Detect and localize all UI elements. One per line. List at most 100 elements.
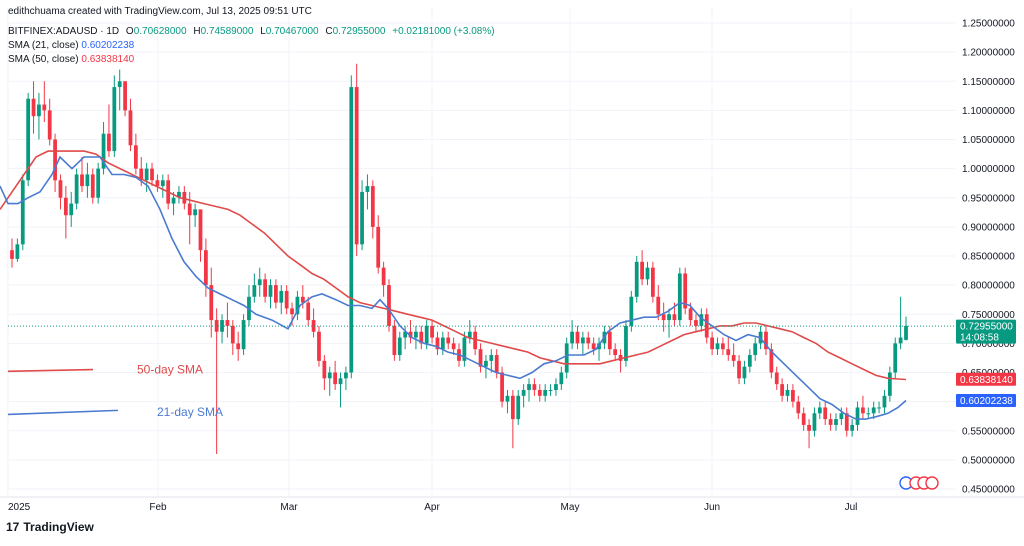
price-label: 0.60202238 bbox=[956, 393, 1016, 407]
candle bbox=[656, 285, 661, 321]
candle bbox=[828, 413, 833, 431]
price-label-bg bbox=[956, 372, 1016, 386]
candle-body bbox=[20, 180, 25, 245]
candle bbox=[543, 384, 548, 402]
candle bbox=[430, 320, 434, 344]
candle bbox=[182, 186, 187, 210]
candle-body bbox=[187, 203, 192, 216]
candle bbox=[737, 355, 741, 385]
candle bbox=[774, 366, 779, 390]
candle-body bbox=[532, 384, 537, 390]
candle-body bbox=[387, 285, 391, 326]
candle bbox=[333, 360, 338, 390]
sma21-legend[interactable]: SMA (21, close) 0.60202238 bbox=[8, 40, 134, 51]
x-tick-label: Mar bbox=[280, 502, 298, 513]
candle-body bbox=[726, 349, 731, 356]
candle-body bbox=[414, 331, 418, 338]
candle-body bbox=[446, 337, 451, 344]
candle bbox=[144, 162, 149, 192]
candle-body bbox=[537, 389, 542, 396]
low-label: L bbox=[260, 26, 266, 37]
candle bbox=[844, 407, 849, 437]
candle bbox=[300, 285, 305, 309]
grid bbox=[7, 8, 955, 496]
candle bbox=[338, 372, 343, 408]
candle bbox=[284, 285, 289, 315]
candle bbox=[376, 215, 381, 274]
candle bbox=[478, 343, 483, 373]
candle bbox=[887, 366, 892, 402]
candle bbox=[871, 401, 876, 420]
x-tick-label: Feb bbox=[149, 502, 167, 513]
candle-body bbox=[844, 413, 849, 431]
candle-body bbox=[349, 87, 354, 373]
chart-credit: edithchuama created with TradingView.com… bbox=[8, 6, 312, 17]
candle-body bbox=[47, 110, 52, 140]
candle bbox=[780, 378, 785, 402]
candle bbox=[37, 92, 41, 140]
candle-body bbox=[177, 191, 181, 198]
candle-body bbox=[462, 337, 467, 361]
candle-body bbox=[133, 145, 138, 169]
candle-body bbox=[392, 325, 397, 356]
candle bbox=[397, 331, 402, 361]
event-flag-icon[interactable] bbox=[925, 476, 939, 490]
candle bbox=[904, 316, 908, 341]
candle-body bbox=[15, 244, 20, 259]
candle bbox=[381, 261, 386, 297]
candle bbox=[230, 320, 235, 356]
candle bbox=[640, 250, 644, 286]
candle bbox=[279, 285, 284, 315]
candle bbox=[791, 384, 795, 408]
candle-body bbox=[317, 331, 321, 361]
candle-body bbox=[241, 320, 246, 350]
price-label-bg bbox=[956, 393, 1016, 407]
candle bbox=[241, 314, 246, 356]
candle-body bbox=[667, 314, 671, 321]
moving-averages bbox=[0, 150, 907, 420]
candle bbox=[414, 325, 418, 350]
candle bbox=[683, 267, 688, 315]
candle-body bbox=[128, 110, 133, 146]
candle bbox=[327, 366, 332, 396]
candle-body bbox=[629, 296, 634, 326]
y-tick-label: 1.20000000 bbox=[962, 48, 1015, 59]
candle-body bbox=[791, 389, 795, 402]
candle-body bbox=[672, 314, 677, 321]
candle-body bbox=[160, 180, 165, 187]
tradingview-brand[interactable]: 17 TradingView bbox=[6, 520, 94, 534]
candle-body bbox=[704, 314, 709, 338]
candle-body bbox=[182, 191, 187, 204]
candle bbox=[63, 186, 68, 239]
candle-body bbox=[96, 168, 101, 198]
sma50-line[interactable] bbox=[0, 150, 907, 381]
event-icons[interactable] bbox=[899, 476, 939, 490]
candle-body bbox=[263, 279, 268, 297]
sma21-value: 0.60202238 bbox=[81, 40, 135, 51]
time-axis[interactable]: 2025 Feb Mar Apr May Jun Jul bbox=[0, 496, 1024, 513]
candle bbox=[80, 156, 84, 192]
candle bbox=[731, 343, 736, 367]
candle-body bbox=[650, 267, 655, 297]
candle-body bbox=[688, 308, 693, 321]
sma50-legend[interactable]: SMA (50, close) 0.63838140 bbox=[8, 54, 134, 65]
close-label: C bbox=[325, 26, 333, 37]
high-value: 0.74589000 bbox=[200, 26, 254, 37]
candle-body bbox=[284, 290, 289, 309]
candle-body bbox=[214, 320, 219, 332]
sma50-legend-line bbox=[7, 368, 94, 373]
sma21-line[interactable] bbox=[0, 155, 907, 420]
candle bbox=[225, 302, 230, 338]
candle bbox=[747, 349, 752, 373]
candle-body bbox=[887, 372, 892, 396]
symbol-label[interactable]: BITFINEX:ADAUSD · 1D bbox=[8, 26, 120, 37]
candle-body bbox=[408, 331, 413, 338]
candle bbox=[387, 279, 391, 332]
candle-body bbox=[440, 337, 445, 350]
candle bbox=[850, 419, 855, 437]
low-value: 0.70467000 bbox=[265, 26, 319, 37]
candle-body bbox=[764, 331, 768, 350]
